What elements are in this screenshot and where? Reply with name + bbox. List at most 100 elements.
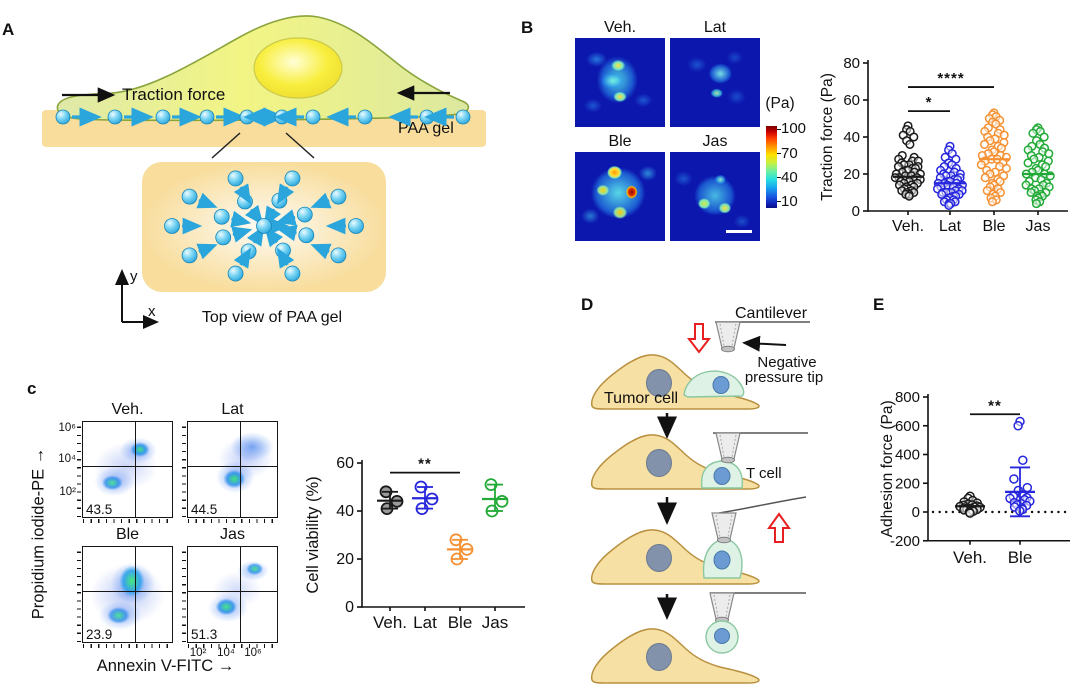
svg-text:Veh.: Veh. [892, 218, 924, 235]
colorbar-tick-70: 70 [781, 145, 798, 162]
flow-cloud-ble [83, 547, 172, 642]
heatmap-title-ble: Ble [608, 133, 632, 150]
svg-text:600: 600 [895, 418, 920, 435]
flow-x-axis-label: Annexin V-FITC → [96, 657, 235, 675]
traction-force-chart: 0 20 40 60 80 Veh. Lat Ble Jas Traction force (Pa… [819, 55, 1068, 235]
tumor-cell-label: Tumor cell [604, 390, 678, 407]
pressure-tip-4 [709, 592, 735, 624]
svg-text:Lat: Lat [939, 218, 962, 235]
top-view-caption: Top view of PAA gel [202, 309, 342, 326]
traction-heatmap-jas [670, 152, 760, 241]
svg-text:Ble: Ble [1008, 548, 1033, 567]
svg-text:0: 0 [912, 504, 920, 521]
pressure-tip-3 [711, 512, 737, 544]
flow-xtick-1e4: 10⁴ [217, 647, 235, 659]
press-down-arrow-icon [686, 323, 712, 354]
cell-viability-chart: 0 20 40 60 Veh. Lat Ble Jas Cell viability (%) ** [304, 455, 525, 632]
panel-c-label: c [27, 379, 37, 398]
gel-beads [55, 107, 471, 127]
pull-up-arrow-icon [767, 512, 791, 543]
flow-ytick-1e2: 10² [59, 486, 76, 498]
flow-plot-veh: 43.5 [77, 421, 173, 523]
svg-text:400: 400 [895, 447, 920, 464]
svg-text:**: ** [988, 397, 1002, 414]
flow-ytick-1e4: 10⁴ [58, 453, 76, 465]
svg-text:Adhesion force (Pa): Adhesion force (Pa) [880, 400, 896, 537]
callout-line-right [285, 132, 315, 159]
traction-heatmap-ble [575, 152, 665, 241]
pressure-tip-1 [715, 321, 741, 353]
svg-text:Ble: Ble [982, 218, 1005, 235]
panel-e-label: E [873, 295, 885, 314]
flow-ytick-1e6: 10⁶ [58, 422, 76, 434]
heatmap-title-jas: Jas [702, 133, 728, 150]
svg-text:****: **** [937, 70, 964, 87]
svg-text:20: 20 [843, 166, 860, 183]
gate-vline [134, 547, 136, 642]
heatmap-title-veh: Veh. [603, 19, 637, 36]
svg-text:40: 40 [336, 503, 354, 520]
negative-pressure-label-2: pressure tip [745, 369, 823, 386]
flow-plot-lat: 44.5 [182, 421, 278, 523]
quadrant-value-ble: 23.9 [86, 627, 113, 642]
t-cell-3-nucleus [713, 550, 731, 570]
pressure-tip-2 [715, 432, 741, 464]
svg-text:80: 80 [843, 55, 860, 72]
gate-hline [83, 465, 172, 468]
t-cell-1-nucleus [712, 376, 730, 394]
colorbar [766, 126, 777, 208]
tip-pointer-arrow [742, 335, 787, 352]
panel-d-label: D [581, 295, 594, 314]
svg-text:**: ** [418, 456, 432, 473]
colorbar-unit: (Pa) [765, 95, 795, 112]
axis-y-label: y [130, 268, 138, 285]
svg-text:60: 60 [336, 455, 354, 472]
colorbar-tick-10: 10 [781, 193, 798, 210]
traction-heatmap-veh [575, 38, 665, 127]
flow-xtick-1e6: 10⁶ [244, 647, 262, 659]
svg-text:0: 0 [852, 203, 860, 220]
gate-vline [239, 547, 241, 642]
gate-vline [134, 422, 136, 517]
flow-y-axis-label: Propidium iodide-PE → [29, 447, 48, 619]
svg-text:Lat: Lat [413, 613, 437, 632]
flow-title-jas: Jas [220, 526, 245, 543]
adhesion-force-chart: -200 0 200 400 600 800 Veh. Ble Adhesion force (… [880, 389, 1070, 567]
t-cell-4-nucleus [714, 628, 730, 644]
axis-x-label: x [148, 303, 156, 320]
flow-title-lat: Lat [221, 401, 244, 418]
cantilever-label: Cantilever [735, 305, 808, 322]
gate-hline [83, 590, 172, 593]
flow-cloud-lat [188, 422, 277, 517]
colorbar-tick-100: 100 [781, 120, 807, 137]
svg-text:60: 60 [843, 92, 860, 109]
flow-cloud-jas [188, 547, 277, 642]
top-view-beads [164, 170, 364, 282]
svg-text:Jas: Jas [1026, 218, 1051, 235]
quadrant-value-jas: 51.3 [191, 627, 218, 642]
quadrant-value-lat: 44.5 [191, 502, 218, 517]
panel-a-schematic: Traction force PAA gel y x Top view of P… [42, 15, 486, 329]
svg-text:Cell viability (%): Cell viability (%) [304, 476, 322, 593]
svg-text:Jas: Jas [482, 613, 508, 632]
panel-a-label: A [2, 20, 15, 39]
quadrant-value-veh: 43.5 [86, 502, 113, 517]
panel-b-label: B [521, 18, 534, 37]
svg-text:*: * [926, 94, 933, 111]
traction-force-label: Traction force [122, 85, 225, 104]
negative-pressure-label-1: Negative [757, 354, 816, 371]
t-cell-2-nucleus [713, 467, 731, 485]
svg-text:200: 200 [895, 475, 920, 492]
flow-xtick-1e2: 10² [189, 647, 207, 659]
svg-text:800: 800 [895, 389, 920, 406]
traction-heatmap-lat [670, 38, 760, 127]
flow-plot-ble: 23.9 [77, 546, 173, 648]
svg-text:-200: -200 [890, 533, 920, 550]
flow-cloud-veh [83, 422, 172, 517]
gate-hline [188, 590, 277, 593]
t-cell-label: T cell [746, 465, 782, 482]
gate-vline [239, 422, 241, 517]
flow-title-ble: Ble [115, 526, 140, 543]
svg-text:Veh.: Veh. [373, 613, 407, 632]
